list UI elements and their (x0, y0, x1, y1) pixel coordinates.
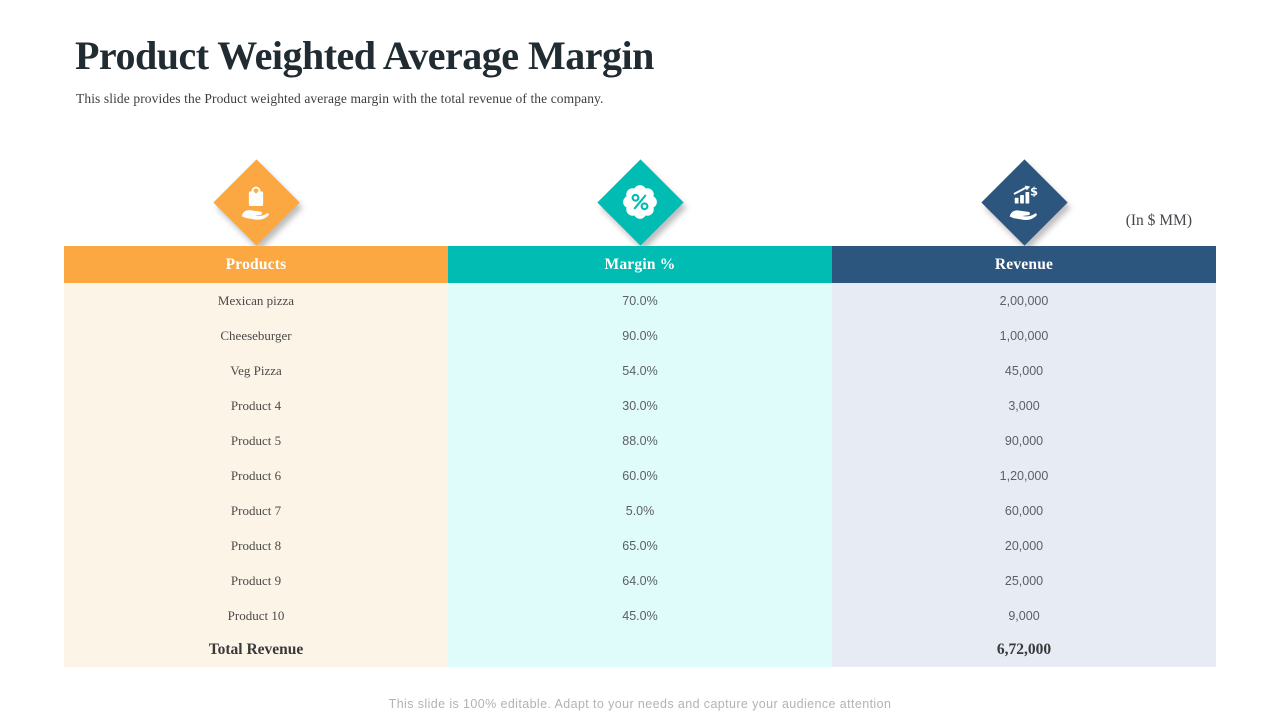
product-name-cell: Product 4 (64, 388, 448, 423)
page-title: Product Weighted Average Margin (75, 33, 654, 78)
margin-value-cell: 45.0% (448, 598, 832, 633)
margin-value-cell: 60.0% (448, 458, 832, 493)
margin-value-cell: 88.0% (448, 423, 832, 458)
header-revenue: Revenue (832, 246, 1216, 283)
revenue-value-cell: 2,00,000 (832, 283, 1216, 318)
product-name-cell: Product 9 (64, 563, 448, 598)
margin-value-cell: 5.0% (448, 493, 832, 528)
unit-note: (In $ MM) (1125, 212, 1192, 229)
table-body: Mexican pizza 70.0% 2,00,000 Cheeseburge… (64, 283, 1216, 633)
margin-value-cell: 65.0% (448, 528, 832, 563)
product-name-cell: Product 10 (64, 598, 448, 633)
revenue-value-cell: 60,000 (832, 493, 1216, 528)
total-revenue-cell: 6,72,000 (832, 633, 1216, 667)
revenue-value-cell: 1,00,000 (832, 318, 1216, 353)
revenue-value-cell: 90,000 (832, 423, 1216, 458)
product-margin-table: Products Margin % Revenue Mexican pizza … (64, 246, 1216, 667)
product-name-cell: Veg Pizza (64, 353, 448, 388)
margin-value-cell: 54.0% (448, 353, 832, 388)
margin-value-cell: 30.0% (448, 388, 832, 423)
header-margin: Margin % (448, 246, 832, 283)
margin-icon-diamond (596, 158, 684, 246)
table-total-row: Total Revenue 6,72,000 (64, 633, 1216, 667)
product-name-cell: Product 8 (64, 528, 448, 563)
product-name-cell: Product 6 (64, 458, 448, 493)
revenue-value-cell: 25,000 (832, 563, 1216, 598)
total-label-cell: Total Revenue (64, 633, 448, 667)
product-name-cell: Cheeseburger (64, 318, 448, 353)
products-icon-diamond (212, 158, 300, 246)
margin-value-cell: 64.0% (448, 563, 832, 598)
product-name-cell: Mexican pizza (64, 283, 448, 318)
revenue-value-cell: 1,20,000 (832, 458, 1216, 493)
revenue-icon-diamond: $ (980, 158, 1068, 246)
revenue-value-cell: 9,000 (832, 598, 1216, 633)
revenue-value-cell: 3,000 (832, 388, 1216, 423)
total-margin-cell (448, 633, 832, 667)
revenue-value-cell: 20,000 (832, 528, 1216, 563)
bag-in-hand-icon (241, 186, 269, 220)
table-header-row: Products Margin % Revenue (64, 246, 1216, 283)
product-name-cell: Product 7 (64, 493, 448, 528)
margin-value-cell: 70.0% (448, 283, 832, 318)
product-name-cell: Product 5 (64, 423, 448, 458)
revenue-value-cell: 45,000 (832, 353, 1216, 388)
svg-text:$: $ (1030, 185, 1038, 198)
header-products: Products (64, 246, 448, 283)
slide-footer-note: This slide is 100% editable. Adapt to yo… (388, 697, 892, 711)
margin-value-cell: 90.0% (448, 318, 832, 353)
slide-subtitle: This slide provides the Product weighted… (76, 91, 604, 106)
percent-badge-icon (623, 185, 657, 219)
revenue-growth-hand-icon: $ (1009, 185, 1038, 220)
